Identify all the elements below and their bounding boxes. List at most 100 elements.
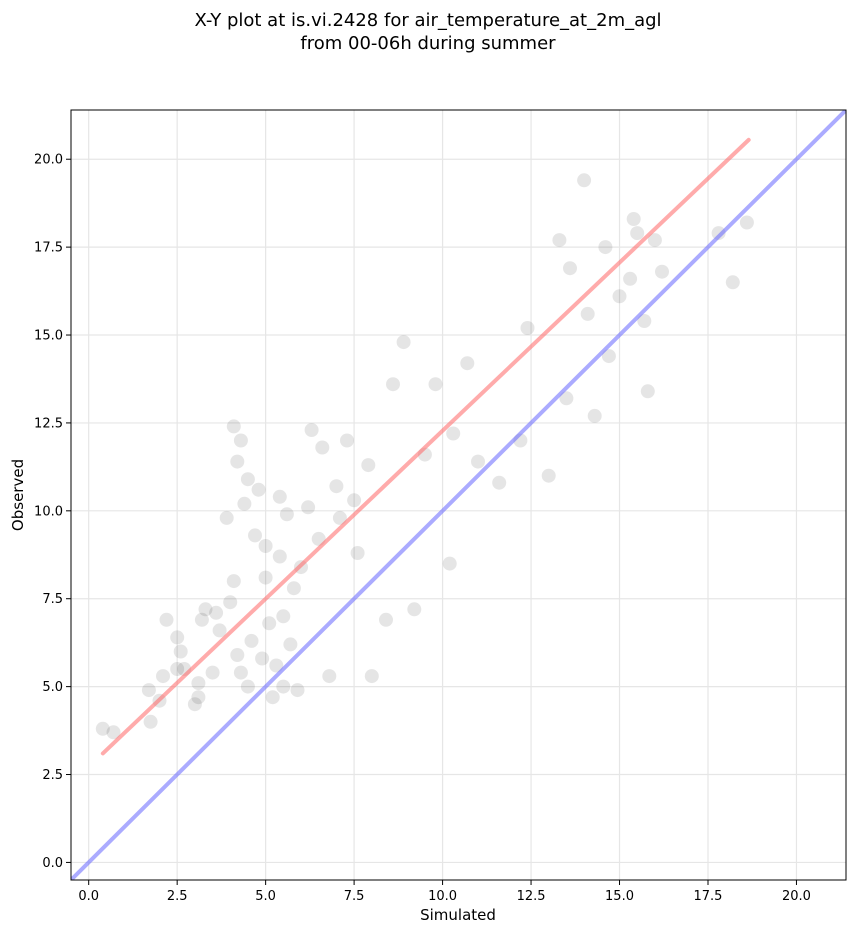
data-point	[230, 454, 245, 469]
data-point	[276, 609, 291, 624]
x-tick-label: 0.0	[78, 889, 99, 904]
fit-line	[100, 137, 751, 756]
data-point	[159, 612, 174, 627]
x-axis-ticks: 0.0 2.5 5.0 7.5 10.0 12.5 15.0 17.5 20.0	[78, 880, 811, 904]
data-point	[301, 500, 316, 515]
data-point	[315, 440, 330, 455]
y-axis-ticks: 0.0 2.5 5.0 7.5 10.0 12.5 15.0 17.5 20.0	[34, 153, 71, 871]
data-point	[95, 721, 110, 736]
data-point	[630, 226, 645, 241]
data-point	[219, 510, 234, 525]
x-tick-label: 12.5	[517, 889, 546, 904]
data-point	[272, 489, 287, 504]
data-point	[552, 233, 567, 248]
y-tick-label: 5.0	[42, 680, 63, 695]
data-point	[364, 669, 379, 684]
data-point	[240, 472, 255, 487]
data-point	[460, 356, 475, 371]
chart-title-line-2: from 00-06h during summer	[300, 33, 556, 54]
reference-lines	[71, 110, 846, 880]
x-tick-label: 5.0	[255, 889, 276, 904]
data-point	[711, 226, 726, 241]
data-point	[187, 697, 202, 712]
data-point	[580, 306, 595, 321]
data-point	[386, 377, 400, 392]
x-tick-label: 2.5	[167, 889, 188, 904]
data-point	[563, 261, 577, 276]
data-point	[290, 683, 305, 698]
data-point	[272, 549, 287, 564]
data-point	[637, 314, 652, 328]
data-point	[286, 581, 301, 596]
data-point	[332, 510, 347, 525]
data-point	[265, 690, 280, 705]
data-point	[655, 264, 669, 279]
data-point	[233, 433, 248, 448]
y-tick-label: 7.5	[42, 592, 63, 607]
data-point	[194, 612, 209, 627]
data-point	[612, 289, 627, 304]
data-point	[223, 595, 238, 610]
data-point	[541, 468, 556, 483]
data-point	[640, 384, 655, 399]
data-point	[283, 637, 298, 652]
data-point	[442, 556, 457, 571]
data-point	[212, 623, 227, 638]
scatter-points	[95, 173, 754, 740]
data-point	[350, 546, 365, 560]
data-point	[156, 669, 170, 684]
data-point	[244, 633, 259, 648]
x-tick-label: 10.0	[428, 889, 457, 904]
data-point	[143, 714, 158, 729]
data-point	[329, 479, 344, 494]
y-tick-label: 0.0	[42, 856, 63, 871]
data-point	[251, 482, 266, 497]
data-point	[725, 275, 740, 290]
y-tick-label: 17.5	[34, 241, 63, 256]
data-point	[304, 423, 319, 437]
data-point	[428, 377, 443, 392]
x-axis-label: Simulated	[420, 906, 496, 924]
data-point	[255, 651, 270, 666]
data-point	[170, 662, 185, 676]
x-tick-label: 7.5	[344, 889, 365, 904]
data-point	[233, 665, 248, 680]
y-tick-label: 20.0	[34, 153, 63, 168]
data-point	[598, 240, 613, 255]
data-point	[258, 570, 273, 585]
data-point	[407, 602, 422, 617]
data-point	[471, 454, 485, 469]
data-point	[601, 349, 616, 364]
data-point	[209, 605, 224, 620]
data-point	[520, 321, 535, 335]
data-point	[173, 644, 188, 659]
data-point	[248, 528, 262, 543]
data-point	[559, 391, 574, 406]
data-point	[347, 493, 362, 508]
identity-line	[71, 110, 846, 880]
data-point	[262, 616, 277, 631]
data-point	[141, 683, 156, 698]
data-point	[492, 475, 507, 490]
data-point	[106, 725, 121, 740]
data-point	[647, 233, 662, 248]
y-tick-label: 15.0	[34, 329, 63, 344]
data-point	[623, 271, 638, 286]
chart-title-line-1: X-Y plot at is.vi.2428 for air_temperatu…	[194, 10, 661, 31]
x-tick-label: 15.0	[605, 889, 634, 904]
y-tick-label: 2.5	[42, 768, 63, 783]
data-point	[170, 630, 185, 645]
data-point	[191, 690, 206, 705]
data-point	[237, 496, 252, 511]
y-axis-label: Observed	[9, 459, 27, 531]
data-point	[226, 419, 241, 434]
data-point	[587, 408, 602, 423]
data-point	[269, 658, 284, 673]
y-tick-label: 12.5	[34, 416, 63, 431]
data-point	[226, 574, 241, 589]
data-point	[230, 648, 245, 662]
data-point	[577, 173, 592, 188]
grid	[71, 110, 846, 880]
x-tick-label: 17.5	[694, 889, 723, 904]
data-point	[361, 458, 376, 473]
